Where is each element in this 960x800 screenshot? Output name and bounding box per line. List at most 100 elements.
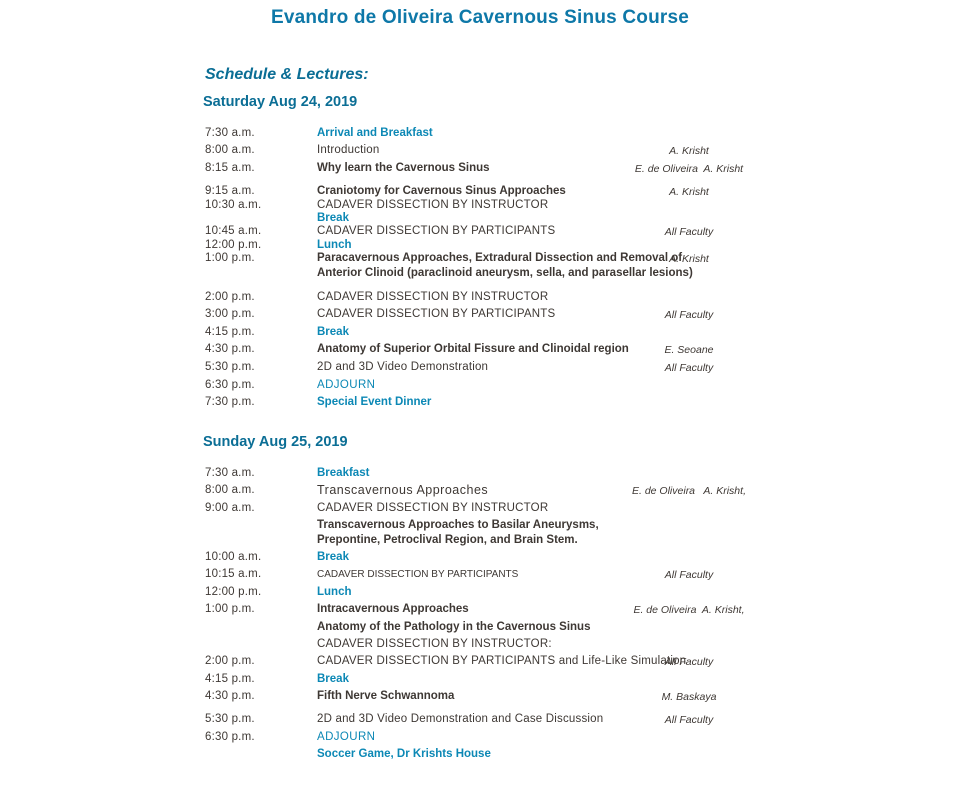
- desc-cell: CADAVER DISSECTION BY PARTICIPANTS and L…: [317, 655, 687, 668]
- desc-cell: Breakfast: [317, 467, 609, 480]
- desc-line: Fifth Nerve Schwannoma: [317, 690, 455, 702]
- desc-line: Lunch: [317, 586, 352, 598]
- faculty-cell: [609, 551, 769, 552]
- desc-cell: Lunch: [317, 586, 609, 599]
- desc-cell: Lunch: [317, 239, 609, 252]
- schedule-row: 5:30 p.m. 2D and 3D Video Demonstration …: [205, 361, 960, 375]
- desc-cell: CADAVER DISSECTION BY PARTICIPANTS: [317, 308, 609, 321]
- time-cell: 4:30 p.m.: [205, 690, 255, 702]
- desc-cell: Anatomy of the Pathology in the Cavernou…: [317, 621, 609, 634]
- desc-line: Craniotomy for Cavernous Sinus Approache…: [317, 185, 566, 197]
- desc-cell: CADAVER DISSECTION BY PARTICIPANTS: [317, 225, 609, 238]
- desc-cell: Break: [317, 212, 609, 225]
- time-cell: 5:30 p.m.: [205, 713, 255, 725]
- schedule-row: 6:30 p.m. ADJOURN: [205, 731, 960, 744]
- desc-cell: 2D and 3D Video Demonstration and Case D…: [317, 713, 609, 726]
- desc-line: 2D and 3D Video Demonstration and Case D…: [317, 713, 604, 725]
- faculty-cell: M. Baskaya: [661, 691, 717, 703]
- desc-line: Transcavernous Approaches to Basilar Ane…: [317, 519, 599, 531]
- faculty-cell: [609, 586, 769, 587]
- desc-line: CADAVER DISSECTION BY INSTRUCTOR: [317, 291, 549, 303]
- faculty-cell: [609, 379, 769, 380]
- schedule-row: 1:00 p.m. Intracavernous Approaches E. d…: [205, 603, 960, 617]
- faculty-cell: All Faculty: [664, 226, 714, 238]
- schedule-row: 2:00 p.m. CADAVER DISSECTION BY PARTICIP…: [205, 655, 960, 669]
- faculty-cell: All Faculty: [664, 309, 714, 321]
- day-rows: 7:30 a.m. Breakfast 8:00 a.m. Transcaver…: [0, 467, 960, 761]
- desc-line: Introduction: [317, 144, 380, 156]
- schedule-row: 4:15 p.m. Break: [205, 326, 960, 339]
- desc-cell: Fifth Nerve Schwannoma: [317, 690, 609, 703]
- schedule-row: Transcavernous Approaches to Basilar Ane…: [205, 519, 960, 547]
- time-cell: 8:00 a.m.: [205, 484, 255, 496]
- time-cell: 12:00 p.m.: [205, 239, 262, 251]
- time-cell: 4:30 p.m.: [205, 343, 255, 355]
- schedule-row: 4:30 p.m. Fifth Nerve Schwannoma M. Bask…: [205, 690, 960, 704]
- faculty-cell: [609, 748, 769, 749]
- schedule-row: CADAVER DISSECTION BY INSTRUCTOR:: [205, 638, 960, 651]
- desc-line: CADAVER DISSECTION BY PARTICIPANTS and L…: [317, 655, 687, 667]
- desc-cell: ADJOURN: [317, 379, 609, 392]
- desc-cell: CADAVER DISSECTION BY PARTICIPANTS: [317, 568, 609, 581]
- faculty-cell: [609, 467, 769, 468]
- desc-cell: Break: [317, 673, 609, 686]
- schedule-row: 7:30 a.m. Breakfast: [205, 467, 960, 480]
- faculty-cell: All Faculty: [664, 714, 714, 726]
- desc-line: 2D and 3D Video Demonstration: [317, 361, 489, 373]
- time-cell: 1:00 p.m.: [205, 603, 255, 615]
- desc-line: Break: [317, 212, 349, 224]
- faculty-cell: All Faculty: [664, 656, 714, 668]
- desc-cell: CADAVER DISSECTION BY INSTRUCTOR:: [317, 638, 609, 651]
- time-cell: 9:00 a.m.: [205, 502, 255, 514]
- desc-line: Soccer Game, Dr Krishts House: [317, 748, 491, 760]
- time-cell: 4:15 p.m.: [205, 673, 255, 685]
- schedule-subtitle: Schedule & Lectures:: [205, 66, 369, 83]
- faculty-cell: [609, 731, 769, 732]
- faculty-cell: [609, 502, 769, 503]
- desc-cell: CADAVER DISSECTION BY INSTRUCTOR: [317, 291, 609, 304]
- faculty-cell: [609, 621, 769, 622]
- time-cell: 10:45 a.m.: [205, 225, 262, 237]
- schedule-row: 12:00 p.m. Lunch: [205, 586, 960, 599]
- faculty-cell: [609, 638, 769, 639]
- desc-line: CADAVER DISSECTION BY INSTRUCTOR: [317, 502, 549, 514]
- schedule-row: 8:00 a.m. Introduction A. Krisht: [205, 144, 960, 158]
- faculty-cell: [609, 396, 769, 397]
- faculty-cell: [609, 519, 769, 520]
- desc-line: Transcavernous Approaches: [317, 483, 489, 497]
- day-heading: Saturday Aug 24, 2019: [203, 94, 358, 110]
- time-cell: 6:30 p.m.: [205, 379, 255, 391]
- day-heading: Sunday Aug 25, 2019: [203, 434, 348, 450]
- desc-cell: Anatomy of Superior Orbital Fissure and …: [317, 343, 629, 356]
- desc-line: Special Event Dinner: [317, 396, 432, 408]
- time-cell: 12:00 p.m.: [205, 586, 262, 598]
- desc-line: Arrival and Breakfast: [317, 127, 433, 139]
- time-cell: 4:15 p.m.: [205, 326, 255, 338]
- desc-cell: Arrival and Breakfast: [317, 127, 609, 140]
- faculty-cell: [609, 127, 769, 128]
- faculty-cell: A. Krisht: [669, 186, 709, 198]
- schedule-day: Sunday Aug 25, 2019 7:30 a.m. Breakfast …: [0, 434, 960, 761]
- time-cell: 3:00 p.m.: [205, 308, 255, 320]
- desc-line: Breakfast: [317, 467, 370, 479]
- schedule-row: 1:00 p.m. Paracavernous Approaches, Extr…: [205, 252, 960, 280]
- faculty-cell: All Faculty: [664, 569, 714, 581]
- desc-cell: Soccer Game, Dr Krishts House: [317, 748, 609, 761]
- schedule-row: 8:00 a.m. Transcavernous Approaches E. d…: [205, 484, 960, 498]
- desc-line: Break: [317, 673, 349, 685]
- time-cell: 8:15 a.m.: [205, 162, 255, 174]
- faculty-cell: [609, 212, 769, 213]
- faculty-cell: E. de Oliveira A. Krisht,: [632, 485, 746, 497]
- schedule-row: 9:15 a.m. Craniotomy for Cavernous Sinus…: [205, 185, 960, 199]
- faculty-cell: E. de Oliveira A. Krisht: [634, 163, 744, 175]
- schedule-row: 10:00 a.m. Break: [205, 551, 960, 564]
- time-cell: 10:15 a.m.: [205, 568, 262, 580]
- desc-cell: Why learn the Cavernous Sinus: [317, 162, 609, 175]
- faculty-cell: A. Krisht: [669, 145, 709, 157]
- faculty-cell: E. Seoane: [664, 344, 714, 356]
- page-title: Evandro de Oliveira Cavernous Sinus Cour…: [270, 7, 690, 28]
- day-rows: 7:30 a.m. Arrival and Breakfast 8:00 a.m…: [0, 127, 960, 409]
- faculty-cell: [609, 673, 769, 674]
- desc-cell: CADAVER DISSECTION BY INSTRUCTOR: [317, 502, 609, 515]
- time-cell: 7:30 p.m.: [205, 396, 255, 408]
